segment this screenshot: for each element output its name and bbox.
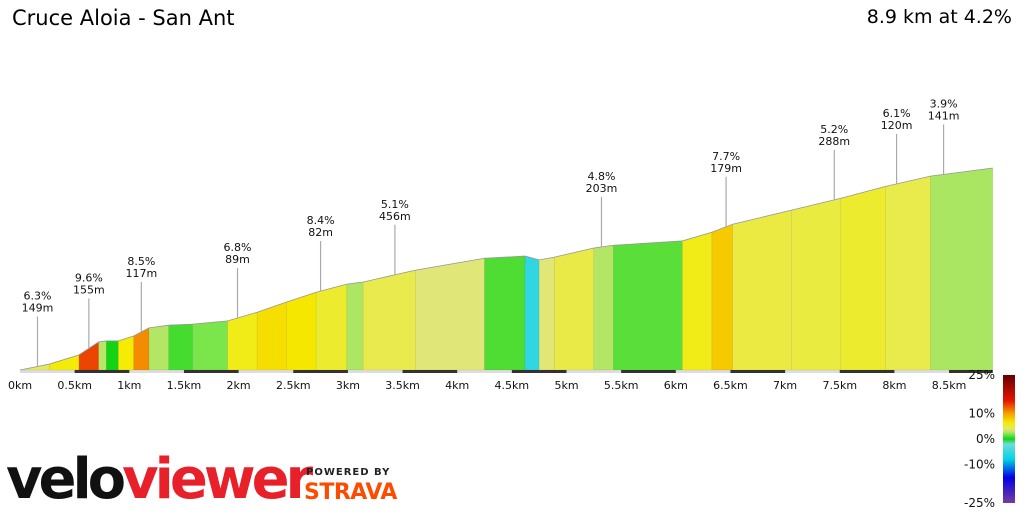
- annotation-grade: 9.6%: [75, 271, 103, 284]
- profile-segment: [98, 340, 107, 371]
- km-scale-bar: [74, 370, 130, 373]
- x-tick-label: 1km: [117, 379, 141, 392]
- profile-segment: [286, 291, 317, 371]
- profile-segment: [682, 231, 713, 371]
- profile-segment: [256, 301, 287, 371]
- profile-segment: [106, 340, 119, 371]
- x-tick-label: 5.5km: [604, 379, 639, 392]
- km-scale-bar: [949, 370, 993, 373]
- logo-viewer: viewer: [122, 447, 313, 512]
- annotation-grade: 5.2%: [820, 123, 848, 136]
- x-tick-label: 3.5km: [385, 379, 420, 392]
- profile-segment: [930, 167, 994, 371]
- km-scale-bar: [511, 370, 567, 373]
- annotation-length: 456m: [379, 210, 411, 223]
- x-tick-label: 8km: [882, 379, 906, 392]
- x-tick-label: 2km: [227, 379, 251, 392]
- profile-segment: [538, 256, 555, 371]
- km-scale-bar: [621, 370, 676, 373]
- x-tick-label: 2.5km: [276, 379, 311, 392]
- profile-segment: [148, 324, 169, 371]
- annotation-grade: 7.7%: [712, 150, 740, 163]
- annotation-length: 149m: [22, 301, 54, 314]
- legend-label: 25%: [968, 368, 995, 382]
- x-tick-label: 8.5km: [932, 379, 967, 392]
- profile-segment: [524, 255, 540, 371]
- x-tick-label: 7km: [773, 379, 797, 392]
- profile-segment: [168, 323, 193, 371]
- annotation-grade: 6.1%: [883, 107, 911, 120]
- annotation-grade: 3.9%: [930, 97, 958, 110]
- profile-segment: [732, 209, 792, 371]
- annotation-grade: 6.3%: [24, 289, 52, 302]
- km-scale-bar: [730, 370, 786, 373]
- profile-segment: [415, 257, 485, 371]
- baseline: [20, 370, 993, 373]
- km-scale-bar: [183, 370, 239, 373]
- annotation-length: 155m: [73, 283, 105, 296]
- km-scale-bar: [839, 370, 895, 373]
- profile-segment: [192, 320, 228, 371]
- annotation-length: 82m: [308, 226, 333, 239]
- grade-color-legend: [1003, 375, 1015, 503]
- legend-label: 10%: [968, 406, 995, 420]
- annotation-grade: 8.4%: [307, 214, 335, 227]
- annotation-grade: 6.8%: [224, 241, 252, 254]
- logo-velo: velo: [6, 447, 126, 512]
- km-scale-bar: [293, 370, 348, 373]
- profile-segment: [593, 244, 614, 371]
- legend-label: -25%: [964, 496, 995, 510]
- profile-segment: [554, 247, 595, 371]
- profile-segment: [346, 281, 364, 371]
- annotation-length: 141m: [928, 109, 960, 122]
- veloviewer-logo: veloviewer: [6, 447, 313, 512]
- annotation-length: 179m: [710, 162, 742, 175]
- annotation-length: 117m: [125, 267, 157, 280]
- km-scale-bar: [402, 370, 458, 373]
- powered-by-label: POWERED BY: [306, 467, 391, 478]
- profile-segment: [227, 311, 258, 371]
- legend-label: -10%: [964, 458, 995, 472]
- profile-segment: [484, 255, 526, 371]
- annotation-length: 203m: [586, 182, 618, 195]
- legend-label: 0%: [976, 432, 995, 446]
- x-tick-label: 6.5km: [713, 379, 748, 392]
- x-tick-label: 5km: [554, 379, 578, 392]
- profile-segment: [133, 327, 150, 371]
- annotation-length: 288m: [818, 135, 850, 148]
- x-tick-label: 6km: [664, 379, 688, 392]
- annotation-length: 120m: [881, 119, 913, 132]
- segment-summary: 8.9 km at 4.2%: [866, 6, 1012, 28]
- annotation-grade: 5.1%: [381, 198, 409, 211]
- profile-segment: [613, 240, 683, 371]
- annotation-grade: 4.8%: [587, 170, 615, 183]
- profile-segment: [840, 186, 886, 371]
- segment-title: Cruce Aloia - San Ant: [12, 6, 235, 30]
- strava-logo: STRAVA: [304, 480, 397, 505]
- x-tick-label: 4km: [445, 379, 469, 392]
- profile-segment: [118, 335, 134, 371]
- annotation-length: 89m: [225, 253, 250, 266]
- x-tick-label: 3km: [336, 379, 360, 392]
- x-tick-label: 4.5km: [495, 379, 530, 392]
- x-tick-label: 0.5km: [57, 379, 92, 392]
- annotation-grade: 8.5%: [127, 255, 155, 268]
- profile-segment: [791, 197, 842, 371]
- profile-outline: [19, 167, 993, 371]
- profile-segment: [885, 175, 931, 371]
- profile-segment: [315, 283, 348, 371]
- profile-segment: [711, 223, 733, 371]
- x-tick-label: 0km: [8, 379, 32, 392]
- x-tick-label: 1.5km: [167, 379, 202, 392]
- x-tick-label: 7.5km: [822, 379, 857, 392]
- profile-segment: [362, 269, 416, 371]
